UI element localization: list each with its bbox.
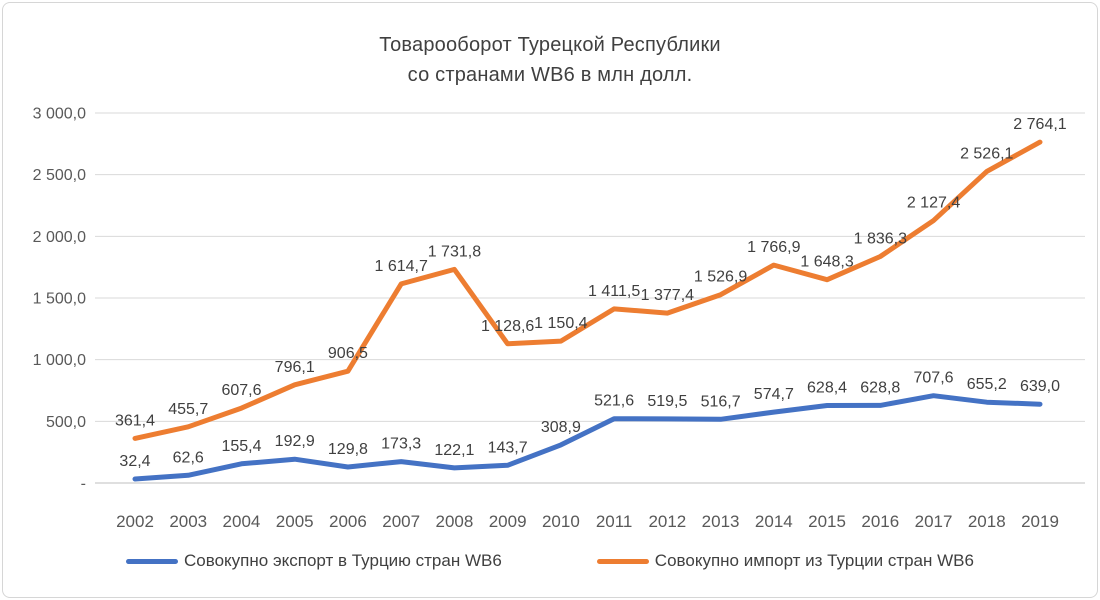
y-tick-label: 3 000,0 (33, 106, 86, 123)
export-data-label: 143,7 (488, 439, 528, 456)
export-data-label: 521,6 (594, 393, 634, 410)
export-data-label: 155,4 (221, 438, 261, 455)
export-data-label: 574,7 (754, 386, 794, 403)
import-data-label: 1 526,9 (694, 269, 747, 286)
x-tick-label: 2012 (648, 512, 686, 531)
y-tick-label: 2 000,0 (33, 229, 86, 246)
x-tick-label: 2010 (542, 512, 580, 531)
import-data-label: 455,7 (168, 401, 208, 418)
x-tick-label: 2008 (435, 512, 473, 531)
chart-title-line2: со странами WB6 в млн долл. (407, 64, 693, 86)
x-tick-label: 2016 (861, 512, 899, 531)
legend-label-export: Совокупно экспорт в Турцию стран WB6 (184, 551, 502, 570)
x-tick-label: 2019 (1021, 512, 1059, 531)
import-data-label: 1 766,9 (747, 239, 800, 256)
import-data-label: 1 731,8 (428, 243, 481, 260)
import-data-label: 1 377,4 (641, 287, 694, 304)
x-tick-label: 2015 (808, 512, 846, 531)
x-tick-label: 2003 (169, 512, 207, 531)
import-data-label: 2 526,1 (960, 145, 1013, 162)
export-data-label: 173,3 (381, 436, 421, 453)
x-tick-label: 2005 (276, 512, 314, 531)
legend-swatch-export (126, 558, 179, 564)
export-data-label: 129,8 (328, 441, 368, 458)
export-data-label: 516,7 (701, 393, 741, 410)
export-data-label: 32,4 (119, 453, 150, 470)
y-tick-label: - (81, 476, 86, 493)
export-data-label: 628,8 (860, 379, 900, 396)
import-line-series (132, 139, 1043, 441)
x-tick-label: 2011 (596, 512, 633, 531)
x-tick-label: 2007 (382, 512, 420, 531)
legend-item-export: Совокупно экспорт в Турцию стран WB6 (126, 551, 502, 571)
legend-item-import: Совокупно импорт из Турции стран WB6 (596, 551, 974, 571)
export-data-label: 122,1 (434, 442, 474, 459)
x-tick-label: 2002 (116, 512, 154, 531)
export-data-label: 639,0 (1020, 378, 1060, 395)
x-tick-label: 2013 (702, 512, 740, 531)
legend-label-import: Совокупно импорт из Турции стран WB6 (654, 551, 974, 570)
import-data-label: 796,1 (275, 359, 315, 376)
import-data-label: 906,5 (328, 345, 368, 362)
import-data-label: 1 128,6 (481, 318, 534, 335)
x-tick-label: 2017 (915, 512, 953, 531)
import-data-label: 2 764,1 (1013, 116, 1066, 133)
y-tick-label: 2 500,0 (33, 167, 86, 184)
export-data-label: 519,5 (647, 393, 687, 410)
legend-swatch-import (596, 558, 649, 564)
x-tick-label: 2006 (329, 512, 367, 531)
y-tick-label: 1 000,0 (33, 352, 86, 369)
x-tick-label: 2014 (755, 512, 793, 531)
x-tick-label: 2009 (489, 512, 527, 531)
y-tick-label: 1 500,0 (33, 291, 86, 308)
import-data-label: 1 411,5 (588, 283, 640, 300)
chart-title: Товарооборот Турецкой Республики со стра… (0, 30, 1100, 90)
export-data-label: 62,6 (173, 449, 204, 466)
import-data-label: 2 127,4 (907, 195, 960, 212)
export-data-label: 707,6 (914, 370, 954, 387)
export-line-series (132, 393, 1043, 482)
import-data-label: 1 150,4 (534, 315, 587, 332)
chart-title-line1: Товарооборот Турецкой Республики (379, 34, 721, 56)
import-data-label: 1 836,3 (854, 231, 907, 248)
x-tick-label: 2004 (223, 512, 261, 531)
export-data-label: 192,9 (275, 433, 315, 450)
y-tick-label: 500,0 (46, 414, 86, 431)
import-data-label: 361,4 (115, 412, 155, 429)
export-data-label: 655,2 (967, 376, 1007, 393)
export-data-label: 308,9 (541, 419, 581, 436)
import-data-label: 607,6 (221, 382, 261, 399)
x-tick-label: 2018 (968, 512, 1006, 531)
import-data-label: 1 648,3 (800, 254, 853, 271)
export-data-label: 628,4 (807, 379, 847, 396)
legend: Совокупно экспорт в Турцию стран WB6 Сов… (0, 551, 1100, 571)
import-data-label: 1 614,7 (374, 258, 427, 275)
